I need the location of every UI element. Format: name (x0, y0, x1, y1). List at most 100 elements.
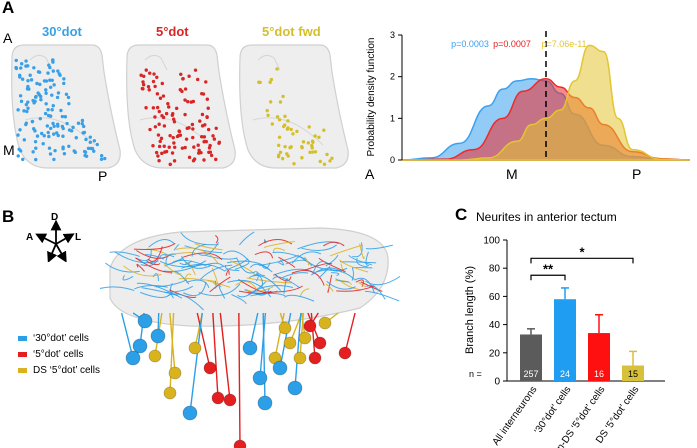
cell-dot-5dot-fwd (280, 156, 285, 161)
legend-item-5dot: ‘5°dot’ cells (18, 346, 100, 362)
cell-dot-30dot (45, 124, 50, 128)
cell-dot-5dot-fwd (283, 114, 287, 119)
soma-30dot (132, 338, 148, 354)
cell-dot-5dot (211, 134, 215, 138)
cell-dot-5dot (202, 135, 207, 139)
cell-dot-30dot (48, 65, 52, 70)
cell-dot-30dot (38, 116, 43, 121)
cell-dot-30dot (64, 92, 69, 96)
cell-dot-5dot (202, 158, 206, 162)
cell-dot-5dot (139, 73, 143, 77)
neurite-30dot (325, 254, 339, 267)
neurite-ds-5dot (175, 247, 219, 265)
cell-dot-5dot (212, 137, 217, 141)
neurite-30dot (356, 258, 368, 268)
neurite-30dot (164, 285, 194, 293)
cell-dot-5dot (191, 127, 195, 131)
cell-dot-5dot-fwd (308, 150, 312, 155)
bar-y-tick-label: 20 (489, 348, 501, 359)
cell-dot-5dot-fwd (330, 156, 334, 160)
density-y-label: Probability density function (366, 38, 377, 157)
neurite-30dot (250, 292, 286, 297)
density-y-ticks: 0 1 2 3 (390, 30, 402, 165)
cell-dot-30dot (51, 60, 55, 64)
cell-dot-5dot (166, 101, 170, 106)
soma-ds-5dot (168, 366, 182, 380)
cell-dot-30dot (16, 154, 20, 158)
cell-dot-30dot (40, 131, 44, 136)
neurite-30dot (170, 270, 190, 285)
cell-dot-5dot (187, 155, 192, 160)
soma-5dot (308, 351, 322, 365)
cell-dot-30dot (35, 134, 40, 138)
cell-dot-5dot (148, 71, 152, 75)
cell-dot-30dot (14, 66, 19, 71)
cell-dot-5dot (168, 133, 172, 138)
neurite-30dot (255, 272, 263, 288)
neurite-arbors (100, 231, 400, 311)
cell-dot-5dot (179, 72, 183, 77)
cell-dot-5dot-fwd (268, 80, 272, 84)
neurite-30dot (284, 294, 315, 302)
cell-dot-30dot (50, 93, 54, 97)
bar-y-ticks: 0 20 40 60 80 100 (483, 236, 507, 388)
cell-dot-5dot (146, 84, 151, 89)
soma-neurite (344, 312, 356, 354)
soma-ds-5dot (148, 349, 162, 363)
cell-dot-30dot (17, 147, 21, 152)
cell-dot-5dot-fwd (313, 134, 317, 138)
cell-dot-30dot (103, 156, 107, 161)
neurite-30dot (283, 278, 289, 295)
neurite-ds-5dot (207, 280, 231, 288)
cell-dot-5dot (167, 145, 171, 149)
brain-title-5dot-fwd: 5°dot fwd (262, 24, 321, 39)
neurite-30dot (248, 274, 282, 291)
neurite-30dot (234, 261, 250, 270)
cell-dot-30dot (24, 102, 29, 107)
cell-dot-30dot (82, 149, 87, 154)
soma-neurite (196, 312, 211, 369)
neurite-ds-5dot (339, 259, 369, 273)
cell-dot-30dot (20, 77, 25, 81)
density-series-5dot-fwd (402, 44, 691, 161)
cell-dot-5dot-fwd (295, 129, 299, 134)
cell-dot-5dot (192, 157, 197, 161)
neurite-5dot (323, 241, 345, 247)
cell-dot-5dot (173, 145, 177, 149)
cell-dot-30dot (22, 109, 26, 113)
cell-dot-5dot (151, 79, 156, 84)
neurite-30dot (231, 294, 247, 305)
soma-ds-5dot (318, 316, 332, 330)
cell-dot-5dot (161, 115, 166, 120)
neurite-30dot (335, 278, 350, 283)
cell-dot-5dot-fwd (307, 125, 311, 129)
neurite-5dot (135, 257, 172, 273)
cell-dot-5dot (157, 122, 161, 126)
cell-type-legend: ‘30°dot’ cells ‘5°dot’ cells DS ‘5°dot’ … (18, 330, 100, 378)
cell-dot-5dot (214, 157, 218, 162)
cell-dot-5dot (144, 68, 148, 72)
neurite-30dot (134, 285, 168, 290)
neurite-ds-5dot (329, 244, 364, 257)
bar-y-label: Branch length (%) (464, 266, 476, 354)
neurite-30dot (205, 262, 225, 267)
neurite-30dot (272, 276, 300, 288)
cell-dot-30dot (16, 108, 20, 112)
cell-dot-5dot-fwd (328, 159, 332, 163)
cell-dot-5dot (168, 162, 172, 167)
cell-dot-5dot (183, 87, 188, 91)
cell-dot-5dot-fwd (311, 150, 315, 154)
cell-dot-5dot-fwd (313, 150, 318, 154)
neurite-30dot (272, 251, 308, 261)
cell-dot-30dot (31, 150, 35, 154)
cell-dot-5dot (180, 146, 185, 150)
soma-neurite (169, 312, 175, 394)
density-chart: 0 1 2 3 Probability density function p=0.00… (366, 30, 691, 165)
neurite-30dot (326, 280, 356, 290)
cell-dot-30dot (56, 69, 60, 73)
cell-dot-30dot (56, 124, 60, 128)
cell-dot-5dot (190, 122, 195, 127)
orientation-medial: M (3, 142, 15, 158)
neurite-30dot (348, 254, 372, 266)
